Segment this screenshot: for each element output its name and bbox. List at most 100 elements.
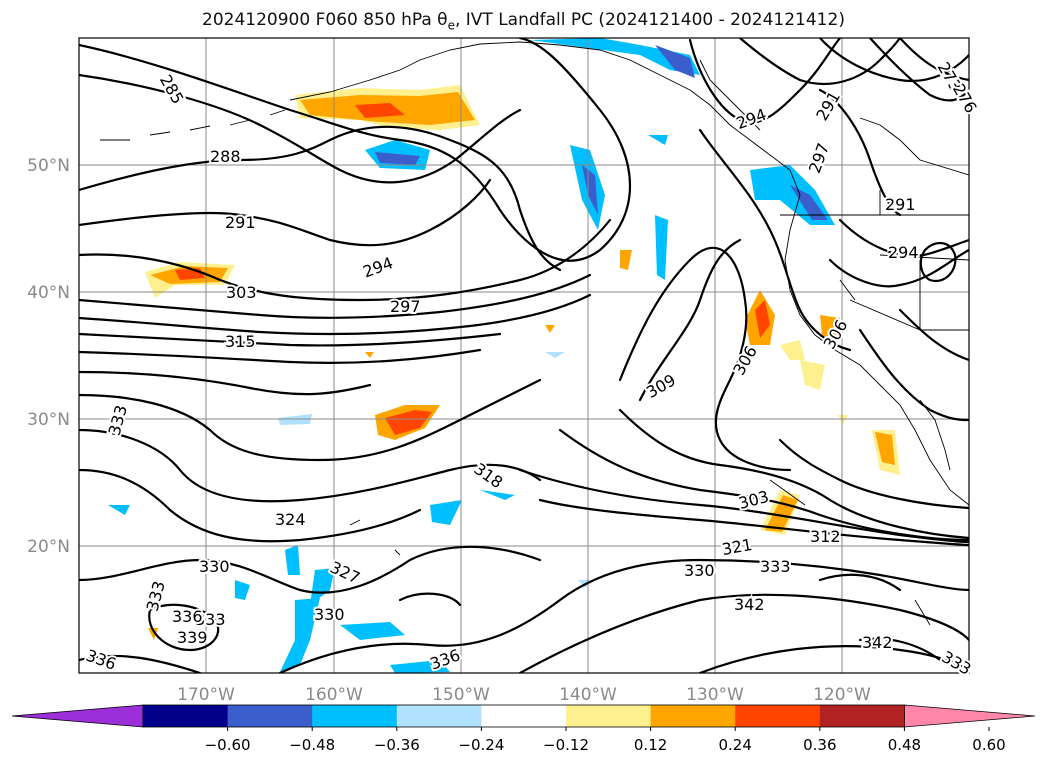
lat-label: 20°N xyxy=(27,537,70,557)
contour-label: 330 xyxy=(199,557,230,576)
contour-labels: 285 288 291 294 297 303 315 309 306 303 … xyxy=(82,57,983,681)
shade-yellow xyxy=(838,415,848,425)
shade-orange xyxy=(545,325,555,333)
lat-label: 30°N xyxy=(27,410,70,430)
colorbar-segment xyxy=(481,705,567,727)
shade-blue xyxy=(310,568,335,605)
contour-label: 294 xyxy=(888,243,919,262)
contour-label: 297 xyxy=(805,140,833,175)
shade-blue xyxy=(480,490,515,500)
map-title: 2024120900 F060 850 hPa θe, IVT Landfall… xyxy=(202,10,845,33)
shade-orange xyxy=(148,628,158,640)
colorbar-segment xyxy=(819,705,905,727)
contour-label: 330 xyxy=(314,605,345,624)
colorbar: −0.60 −0.48 −0.36 −0.24 −0.12 0.12 0.24 0.36 0.4… xyxy=(11,704,1036,754)
lat-label: 40°N xyxy=(27,283,70,303)
shade-darkblue xyxy=(655,45,695,78)
contour-label: 303 xyxy=(226,283,257,302)
colorbar-tick-label: −0.24 xyxy=(458,736,504,754)
contour-label: 291 xyxy=(225,213,256,232)
shade-blue xyxy=(340,622,405,640)
shade-orange xyxy=(765,495,798,532)
colorbar-tick-label: 0.60 xyxy=(972,736,1005,754)
lon-label: 130°W xyxy=(686,685,744,705)
contour-label: 285 xyxy=(156,71,188,107)
contour-label: 336 xyxy=(84,646,119,674)
contour-label: 315 xyxy=(225,332,256,351)
shade-darkblue xyxy=(582,165,598,215)
contour-label: 336 xyxy=(427,645,462,673)
contour-label: 318 xyxy=(470,459,506,492)
contour-label: 324 xyxy=(275,510,306,529)
colorbar-tick-label: −0.12 xyxy=(543,736,589,754)
colorbar-tick-label: −0.60 xyxy=(205,736,251,754)
shade-blue xyxy=(285,545,300,575)
shade-orange xyxy=(365,352,374,358)
shade-red xyxy=(175,268,205,280)
shade-orange xyxy=(620,250,632,270)
shade-blue xyxy=(655,215,668,280)
colorbar-extend-low xyxy=(11,704,144,728)
shade-yellow xyxy=(780,340,805,360)
lon-axis-labels: 170°W 160°W 150°W 140°W 130°W 120°W xyxy=(177,685,871,705)
colorbar-tick-label: 0.12 xyxy=(634,736,667,754)
contour-label: 309 xyxy=(643,370,679,402)
contour-label: 333 xyxy=(760,557,791,576)
lat-axis-labels: 50°N 40°N 30°N 20°N xyxy=(27,156,70,557)
contour-label: 339 xyxy=(177,628,208,647)
colorbar-tick-label: 0.48 xyxy=(888,736,921,754)
shade-red xyxy=(385,410,432,435)
shade-blue xyxy=(648,135,668,145)
colorbar-segment xyxy=(566,705,652,727)
colorbar-segment xyxy=(735,705,821,727)
colorbar-frame xyxy=(142,704,905,728)
shade-blue xyxy=(430,500,462,525)
contours xyxy=(79,38,969,673)
contour-label: 321 xyxy=(720,535,753,559)
colorbar-segment xyxy=(650,705,736,727)
contour-label: 330 xyxy=(684,561,715,580)
lon-label: 120°W xyxy=(813,685,871,705)
gridlines xyxy=(79,38,969,673)
coastlines xyxy=(100,41,969,626)
shade-red xyxy=(355,103,405,118)
shade-orange xyxy=(820,315,840,340)
lon-label: 160°W xyxy=(305,685,363,705)
colorbar-extend-high xyxy=(904,704,1036,728)
contour-label: 294 xyxy=(360,253,395,281)
contour-label: 333 xyxy=(105,403,131,437)
contour-label: 342 xyxy=(734,595,765,614)
shade-darkblue xyxy=(375,152,420,165)
contour-label: 312 xyxy=(810,527,841,546)
contour-label: 327 xyxy=(327,558,363,588)
colorbar-segment xyxy=(312,705,398,727)
shaded-regions xyxy=(108,38,900,673)
contour-label: 291 xyxy=(885,195,916,214)
shade-blue xyxy=(280,598,320,672)
colorbar-tick-label: 0.36 xyxy=(803,736,836,754)
lon-label: 140°W xyxy=(559,685,617,705)
shade-blue xyxy=(390,660,450,673)
contour-label: 288 xyxy=(210,147,241,166)
contour-label: 297 xyxy=(390,297,421,316)
shade-orange xyxy=(875,432,895,465)
contour-label: 303 xyxy=(737,487,771,513)
colorbar-tick-label: −0.48 xyxy=(289,736,335,754)
lon-label: 150°W xyxy=(432,685,490,705)
colorbar-segment xyxy=(143,705,229,727)
colorbar-tick-label: −0.36 xyxy=(374,736,420,754)
shade-yellow xyxy=(800,360,825,390)
contour-label: 336 xyxy=(172,607,203,626)
contour-label: 333 xyxy=(143,579,169,613)
colorbar-tick-label: 0.24 xyxy=(718,736,751,754)
colorbar-segment xyxy=(227,705,313,727)
shade-lightblue xyxy=(545,352,565,358)
shade-blue xyxy=(108,505,130,515)
plot-frame xyxy=(78,37,970,674)
lon-label: 170°W xyxy=(177,685,235,705)
colorbar-segment xyxy=(396,705,482,727)
shade-blue xyxy=(235,580,250,600)
lat-label: 50°N xyxy=(27,156,70,176)
contour-label: 333 xyxy=(195,610,226,629)
